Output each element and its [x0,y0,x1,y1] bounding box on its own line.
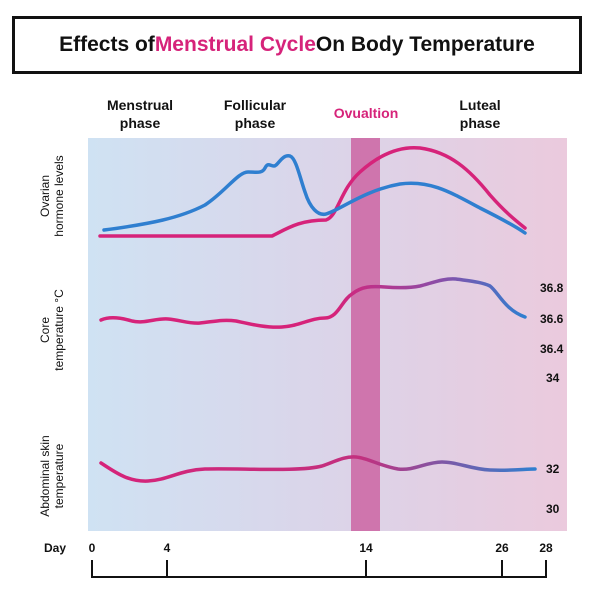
x-tick-0: 0 [88,541,96,555]
core-value-1: 36.8 [540,281,564,295]
x-tick-4: 4 [163,541,171,555]
phase-luteal-line2: phase [459,115,501,131]
x-axis-label: Day [43,541,67,555]
label-core: Core temperature °C [38,289,66,371]
label-core-line2: temperature °C [52,289,66,371]
phase-follicular-line1: Follicular [223,97,287,113]
core-value-3: 36.4 [540,342,564,356]
core-temperature-line [99,277,527,329]
phase-menstrual-line2: phase [119,115,161,131]
label-core-line1: Core [38,317,52,344]
phase-follicular: Follicular phase [210,96,300,132]
title-part-1: Effects of [59,33,155,56]
chart-title: Effects of Menstrual Cycle On Body Tempe… [12,16,582,74]
ovarian-blue-line [102,154,527,235]
ovulation-band [351,138,380,531]
x-tick-28: 28 [539,541,553,555]
label-ovarian-line1: Ovarian [38,174,52,218]
label-abdominal-line2: temperature [52,443,66,509]
core-value-2: 36.6 [540,312,564,326]
phase-follicular-line2: phase [234,115,276,131]
label-ovarian: Ovarian hormone levels [38,155,66,236]
x-axis [91,560,547,578]
x-tick-26: 26 [495,541,509,555]
label-ovarian-line2: hormone levels [52,155,66,237]
skin-temperature-line [99,455,537,483]
phase-menstrual-line1: Menstrual [106,97,174,113]
chart-background [88,138,567,531]
x-tick-14: 14 [359,541,373,555]
title-part-2: On Body Temperature [315,33,535,56]
label-abdominal-line1: Abdominal skin [38,435,52,517]
phase-ovulation: Ovualtion [333,105,399,121]
phase-menstrual: Menstrual phase [95,96,185,132]
label-abdominal: Abdominal skin temperature [38,435,66,516]
ovarian-pink-line [98,145,527,238]
core-value-4: 34 [546,371,560,385]
phase-luteal-line1: Luteal [459,97,501,113]
skin-value-1: 32 [546,462,560,476]
phase-luteal: Luteal phase [445,96,515,132]
title-highlight: Menstrual Cycle [154,33,316,56]
skin-value-2: 30 [546,502,560,516]
